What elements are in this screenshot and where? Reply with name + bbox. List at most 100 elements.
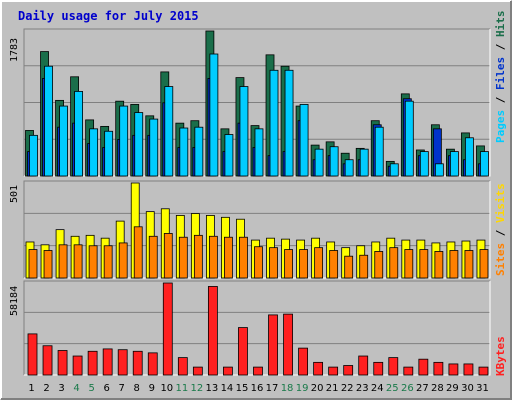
sites-bar — [479, 249, 489, 279]
legend-sep-1: / — [494, 90, 507, 110]
files-bar — [29, 134, 38, 177]
legend-kbytes: KBytes — [494, 336, 507, 376]
sites-bar — [389, 247, 399, 279]
kbytes-bar — [343, 365, 354, 376]
day-label: 16 — [251, 383, 264, 394]
mid-legend: Sites / Visits — [494, 183, 507, 276]
day-label: 1 — [28, 383, 34, 394]
kbytes-bar — [207, 286, 218, 376]
files-bar — [284, 69, 294, 177]
kbytes-bar — [283, 313, 293, 376]
day-label: 25 — [386, 383, 399, 394]
sites-bar — [224, 236, 233, 279]
day-label: 17 — [266, 383, 279, 394]
sites-bar — [28, 249, 38, 279]
kbytes-bar — [132, 350, 143, 376]
files-bar — [89, 128, 99, 177]
day-label: 4 — [73, 383, 79, 394]
day-label: 24 — [371, 383, 384, 394]
legend-hits: Hits — [494, 11, 507, 38]
files-bar — [164, 86, 174, 177]
files-bar — [119, 105, 129, 177]
files-bar — [314, 148, 324, 177]
files-bar — [59, 105, 68, 177]
sites-bar — [193, 234, 203, 279]
day-label: 31 — [476, 383, 489, 394]
day-label: 30 — [461, 383, 474, 394]
sites-bar — [404, 249, 414, 279]
visits-ymax-label: 501 — [9, 185, 20, 203]
sites-bar — [88, 245, 98, 279]
files-bar — [224, 134, 234, 177]
sites-bar — [254, 246, 263, 279]
day-label: 11 — [175, 383, 188, 394]
sites-bar — [449, 250, 459, 279]
day-label: 14 — [221, 383, 234, 394]
sites-bar — [43, 250, 53, 279]
files-bar — [149, 118, 159, 177]
legend-sep-2: / — [494, 37, 507, 57]
kbytes-bar — [373, 361, 384, 376]
files-bar — [254, 128, 264, 177]
kbytes-panel — [23, 280, 491, 376]
files-bar — [419, 151, 429, 177]
files-bar — [374, 126, 384, 177]
kbytes-ymax-label: 58184 — [9, 286, 20, 316]
sites-bar — [359, 254, 369, 279]
day-label: 15 — [236, 383, 249, 394]
kbytes-bar — [42, 345, 53, 376]
top-legend: Pages / Files / Hits — [494, 11, 507, 144]
day-label: 10 — [160, 383, 173, 394]
day-label: 27 — [416, 383, 429, 394]
day-label: 2 — [43, 383, 49, 394]
top-panel-border-top — [23, 28, 490, 176]
day-label: 12 — [191, 383, 204, 394]
sites-bar — [148, 235, 158, 279]
files-bar — [74, 91, 83, 177]
bottom-panel-border-top — [23, 280, 490, 375]
sites-bar — [73, 244, 83, 279]
kbytes-bar — [177, 357, 188, 376]
sites-bar — [299, 249, 308, 279]
sites-bar — [178, 236, 188, 279]
day-label: 8 — [134, 383, 140, 394]
day-label: 3 — [58, 383, 64, 394]
files-bar — [269, 69, 279, 177]
sites-bar — [163, 233, 173, 279]
legend-pages: Pages — [494, 110, 507, 143]
day-labels: 1 2 3 4 5 6 7 8 9 10 11 12 13 14 15 16 17 18 19 20 21 22 23 24 2… — [28, 383, 489, 394]
kbytes-bar — [448, 363, 459, 376]
files-bar — [299, 104, 309, 177]
files-bar — [404, 100, 414, 177]
kbytes-bar — [433, 361, 444, 376]
visits-sites-panel — [23, 180, 491, 279]
sites-bar — [464, 250, 474, 279]
sites-bar — [118, 242, 128, 279]
legend-visits: Visits — [494, 183, 507, 223]
day-label: 20 — [311, 383, 324, 394]
files-bar — [465, 137, 474, 177]
day-label: 18 — [281, 383, 294, 394]
files-bar — [329, 146, 339, 177]
sites-bar — [208, 235, 218, 279]
kbytes-bar — [72, 355, 83, 376]
sites-bar — [344, 255, 354, 279]
kbytes-bar — [147, 352, 158, 376]
kbytes-bar — [27, 333, 38, 376]
day-label: 22 — [341, 383, 354, 394]
day-label: 5 — [88, 383, 94, 394]
legend-sep-3: / — [494, 223, 507, 243]
kbytes-bar — [253, 366, 263, 376]
files-bar — [209, 53, 219, 177]
day-label: 7 — [119, 383, 125, 394]
kbytes-bar — [162, 282, 173, 376]
day-label: 9 — [149, 383, 155, 394]
kbytes-bar — [192, 366, 203, 376]
sites-bar — [239, 236, 248, 279]
sites-bar — [434, 251, 444, 279]
kbytes-bar — [388, 357, 399, 376]
files-bar — [134, 112, 144, 177]
